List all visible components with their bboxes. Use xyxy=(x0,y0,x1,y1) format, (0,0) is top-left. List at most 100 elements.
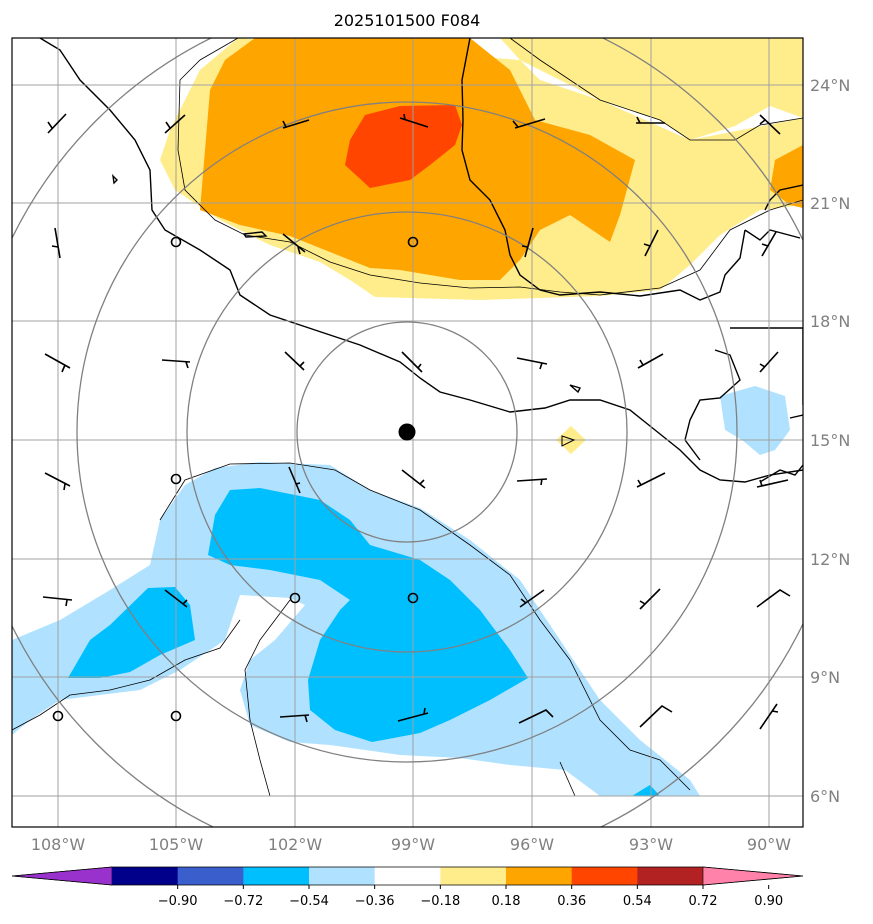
wind-barb xyxy=(643,229,659,257)
colorbar-segment xyxy=(177,867,244,885)
island-small xyxy=(112,174,581,394)
calm-wind-marker xyxy=(170,473,182,485)
wind-barb xyxy=(759,703,779,730)
anomaly-contour xyxy=(177,38,803,296)
wind-barb xyxy=(637,353,664,369)
lon-label: 108°W xyxy=(31,835,86,854)
colorbar-segment xyxy=(506,867,573,885)
wind-barb xyxy=(636,116,665,124)
wind-barb xyxy=(636,472,666,488)
anomaly-negative-medium-west xyxy=(68,587,195,678)
graticule xyxy=(12,38,803,827)
wind-barb xyxy=(279,714,310,723)
wind-barb xyxy=(639,705,673,728)
colorbar-segment xyxy=(112,867,179,885)
wind-barb xyxy=(761,231,777,257)
wind-barb xyxy=(521,227,534,258)
wind-barb xyxy=(42,596,73,607)
anomaly-positive-strong xyxy=(345,105,462,188)
colorbar-tick-label: −0.90 xyxy=(158,894,198,909)
calm-wind-marker xyxy=(170,710,182,722)
coastline-honduras xyxy=(759,414,803,483)
wind-barb xyxy=(164,114,186,134)
lon-label: 93°W xyxy=(629,835,673,854)
border-guatemala xyxy=(684,327,803,461)
lat-label: 18°N xyxy=(810,312,850,331)
wind-barb xyxy=(401,351,423,373)
coastline-gulf xyxy=(461,38,746,301)
wind-barb xyxy=(288,466,301,494)
colorbar-tick-label: 0.90 xyxy=(754,894,783,909)
colorbar-tick-label: 0.36 xyxy=(557,894,586,909)
wind-barb xyxy=(284,351,305,371)
wind-barb xyxy=(282,119,310,129)
wind-barb xyxy=(399,113,429,128)
lat-label: 12°N xyxy=(810,550,850,569)
coastline-pacific xyxy=(39,38,803,483)
wind-barb xyxy=(519,589,545,608)
wind-barb xyxy=(164,589,188,608)
wind-barb xyxy=(397,707,429,722)
lon-label: 90°W xyxy=(747,835,791,854)
lon-label: 96°W xyxy=(510,835,554,854)
wind-barb xyxy=(518,709,554,724)
map-area xyxy=(12,38,803,827)
coastline-caribbean xyxy=(764,184,803,211)
lat-label: 21°N xyxy=(810,194,850,213)
wind-barb xyxy=(759,114,781,135)
colorbar-segment xyxy=(637,867,704,885)
range-rings xyxy=(12,38,803,827)
colorbar-segment xyxy=(374,867,441,885)
calm-wind-marker xyxy=(407,236,419,248)
anomaly-negative-medium xyxy=(208,488,528,742)
colorbar-tick-label: −0.72 xyxy=(223,894,263,909)
anomaly-contour-west xyxy=(12,619,241,731)
wind-barbs xyxy=(42,113,791,730)
calm-wind-marker xyxy=(289,592,301,604)
calm-wind-marker xyxy=(407,592,419,604)
colorbar-segment xyxy=(571,867,638,885)
wind-barb xyxy=(756,589,791,608)
lat-label: 9°N xyxy=(810,668,840,687)
wind-barb xyxy=(401,469,426,489)
wind-barb xyxy=(47,113,67,134)
longitude-labels: 108°W 105°W 102°W 99°W 96°W 93°W 90°W xyxy=(31,835,791,854)
colorbar-segment xyxy=(309,867,376,885)
wind-barb xyxy=(516,357,548,370)
wind-barb xyxy=(44,472,71,491)
coastline-yucatan xyxy=(744,229,801,241)
lat-label: 24°N xyxy=(810,76,850,95)
anomaly-negative-medium-south xyxy=(632,785,660,796)
small-triangle-marker xyxy=(561,435,576,447)
colorbar-outline xyxy=(11,866,804,886)
anomaly-contour-north xyxy=(509,38,803,141)
colorbar-extend-max xyxy=(702,866,804,886)
range-ring-inner xyxy=(296,321,518,543)
colorbar-tick-label: −0.54 xyxy=(289,894,329,909)
colorbar-tick-label: 0.72 xyxy=(689,894,718,909)
lat-label: 15°N xyxy=(810,431,850,450)
colorbar-extend-min xyxy=(11,866,113,886)
anomaly-contour-south-east xyxy=(559,761,576,797)
map-title: 2025101500 F084 xyxy=(334,11,481,30)
lon-label: 105°W xyxy=(149,835,204,854)
map-frame xyxy=(11,37,804,828)
colorbar-segment xyxy=(440,867,507,885)
colorbar-segment xyxy=(243,867,310,885)
colorbar-tick-label: −0.36 xyxy=(355,894,395,909)
wind-barb xyxy=(759,351,779,373)
lon-label: 99°W xyxy=(391,835,435,854)
storm-center-marker xyxy=(398,423,416,441)
wind-barb xyxy=(282,233,306,255)
anomaly-contour-south-inner xyxy=(244,599,291,797)
wind-barb xyxy=(44,353,71,373)
latitude-labels: 24°N 21°N 18°N 15°N 12°N 9°N 6°N xyxy=(810,76,850,806)
colorbar-tick-label: 0.18 xyxy=(492,894,521,909)
lon-label: 102°W xyxy=(268,835,323,854)
wind-barb xyxy=(161,359,191,369)
wind-barb xyxy=(51,227,61,259)
calm-wind-marker xyxy=(52,710,64,722)
wind-barb xyxy=(756,479,789,488)
anomaly-negative-light-east xyxy=(720,386,790,455)
